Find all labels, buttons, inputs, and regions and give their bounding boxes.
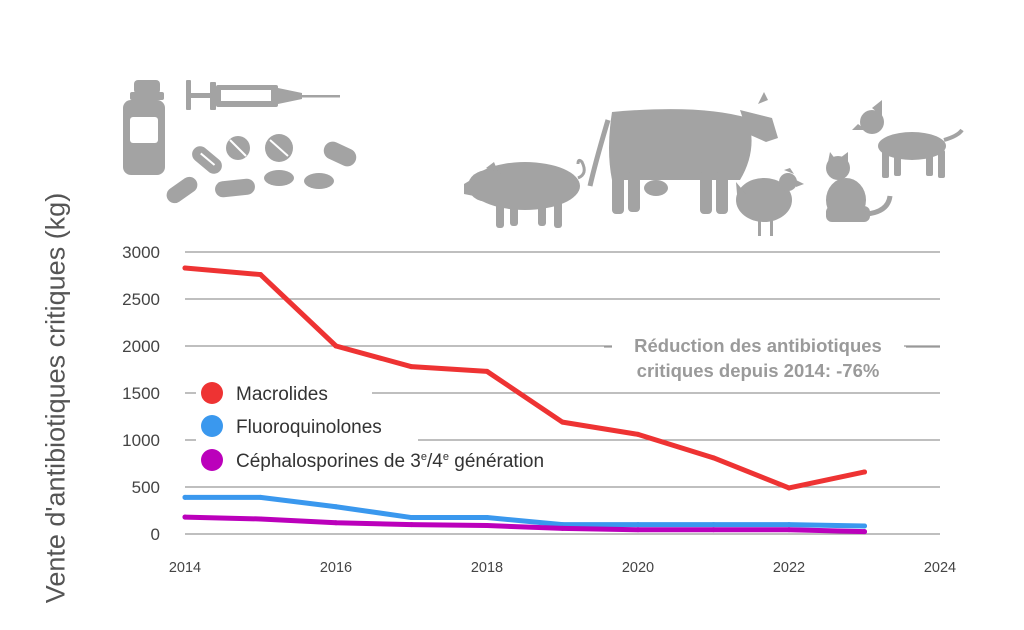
data-point-c-phalosporines-de-3e-4e-g-n-ration — [333, 520, 339, 526]
y-tick-label: 500 — [132, 478, 160, 497]
legend-label-cephalosporines: Céphalosporines de 3e/4e génération — [236, 451, 544, 472]
data-point-macrolides — [560, 419, 565, 425]
legend-label-macrolides: Macrolides — [236, 384, 328, 405]
legend-label-fluoroquinolones: Fluoroquinolones — [236, 417, 382, 438]
data-point-macrolides — [786, 485, 792, 491]
data-point-c-phalosporines-de-3e-4e-g-n-ration — [409, 522, 414, 528]
x-tick-label: 2016 — [320, 560, 352, 576]
chicken-icon — [736, 168, 804, 236]
data-point-c-phalosporines-de-3e-4e-g-n-ration — [560, 525, 565, 531]
y-tick-label: 0 — [151, 525, 160, 544]
data-point-c-phalosporines-de-3e-4e-g-n-ration — [711, 527, 716, 533]
series-line-macrolides — [182, 265, 867, 491]
y-tick-label: 2000 — [122, 337, 160, 356]
cow-icon — [587, 92, 778, 214]
data-point-macrolides — [711, 455, 716, 461]
syringe-icon — [186, 80, 340, 110]
data-point-c-phalosporines-de-3e-4e-g-n-ration — [862, 529, 867, 535]
data-point-c-phalosporines-de-3e-4e-g-n-ration — [258, 516, 263, 522]
data-point-fluoroquinolones — [635, 522, 641, 528]
y-tick-label: 3000 — [122, 243, 160, 262]
annotation-line-1: Réduction des antibiotiques — [634, 335, 882, 356]
data-point-macrolides — [409, 364, 414, 370]
data-point-macrolides — [258, 272, 263, 278]
legend-marker-fluoroquinolones — [201, 415, 223, 437]
legend: Macrolides Fluoroquinolones Céphalospori… — [196, 376, 600, 478]
annotation-line-2: critiques depuis 2014: -76% — [637, 360, 880, 381]
x-tick-label: 2022 — [773, 560, 805, 576]
data-point-macrolides — [635, 431, 641, 437]
dog-icon — [852, 100, 964, 178]
data-point-fluoroquinolones — [258, 494, 263, 500]
data-point-fluoroquinolones — [333, 504, 339, 510]
data-point-c-phalosporines-de-3e-4e-g-n-ration — [635, 527, 641, 533]
data-point-fluoroquinolones — [786, 522, 792, 528]
data-point-macrolides — [333, 343, 339, 349]
data-point-fluoroquinolones — [484, 515, 490, 521]
data-point-fluoroquinolones — [182, 494, 188, 500]
data-point-fluoroquinolones — [711, 522, 716, 528]
series-line-fluoroquinolones — [182, 494, 867, 529]
cat-icon — [826, 152, 893, 222]
x-tick-label: 2014 — [169, 560, 201, 576]
data-point-c-phalosporines-de-3e-4e-g-n-ration — [182, 514, 188, 520]
x-tick-label: 2024 — [924, 560, 956, 576]
y-tick-label: 1500 — [122, 384, 160, 403]
legend-marker-cephalosporines — [201, 449, 223, 471]
annotation: Réduction des antibiotiques critiques de… — [604, 332, 940, 382]
data-point-fluoroquinolones — [862, 523, 867, 529]
pig-icon — [464, 158, 586, 228]
data-point-c-phalosporines-de-3e-4e-g-n-ration — [786, 527, 792, 533]
x-tick-label: 2018 — [471, 560, 503, 576]
data-point-macrolides — [182, 265, 188, 271]
y-tick-label: 2500 — [122, 290, 160, 309]
pills-icon — [166, 134, 357, 204]
medicine-bottle-icon — [123, 80, 165, 175]
data-point-fluoroquinolones — [409, 515, 414, 521]
y-tick-label: 1000 — [122, 431, 160, 450]
data-point-c-phalosporines-de-3e-4e-g-n-ration — [484, 523, 490, 529]
x-tick-label: 2020 — [622, 560, 654, 576]
series-line-c-phalosporines-de-3e-4e-g-n-ration — [182, 514, 867, 535]
data-point-macrolides — [484, 368, 490, 374]
data-point-macrolides — [862, 469, 867, 475]
legend-marker-macrolides — [201, 382, 223, 404]
